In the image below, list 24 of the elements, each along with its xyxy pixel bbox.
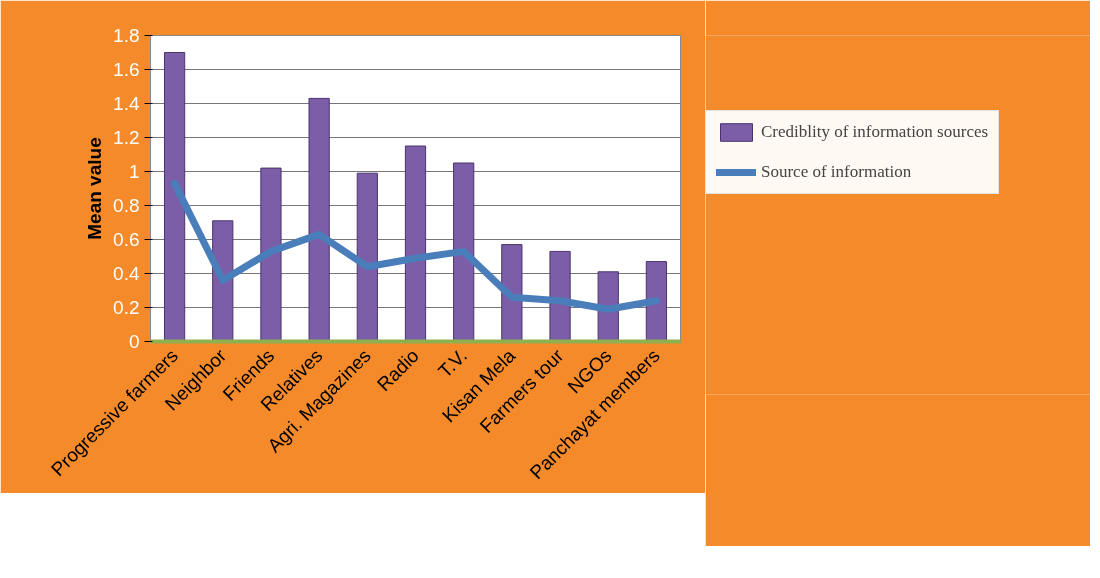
y-tick-label: 1.4 [113, 93, 140, 114]
y-tick-label: 1.8 [113, 25, 140, 46]
y-tick-label: 0.8 [113, 195, 140, 216]
y-axis-title: Mean value [84, 137, 106, 240]
legend-label: Source of information [761, 162, 912, 182]
bar [501, 244, 523, 342]
y-tick-label: 1.2 [113, 127, 140, 148]
y-tick-label: 0 [128, 331, 140, 352]
y-tick-label: 1 [128, 161, 140, 182]
y-tick-label: 0.6 [113, 229, 140, 250]
bar [549, 250, 571, 342]
y-tick-label: 1.6 [113, 59, 140, 80]
y-tick-label: 0.4 [113, 263, 140, 284]
bar [404, 145, 427, 342]
bar [356, 172, 378, 342]
bar [260, 167, 282, 342]
legend-label: Crediblity of information sources [761, 122, 989, 142]
bar [163, 52, 186, 342]
bar [212, 220, 234, 342]
x-tick-label: T.V. [434, 345, 472, 382]
bar [308, 97, 330, 342]
bar [453, 162, 475, 342]
bar [645, 261, 668, 342]
y-tick-label: 0.2 [113, 297, 140, 318]
